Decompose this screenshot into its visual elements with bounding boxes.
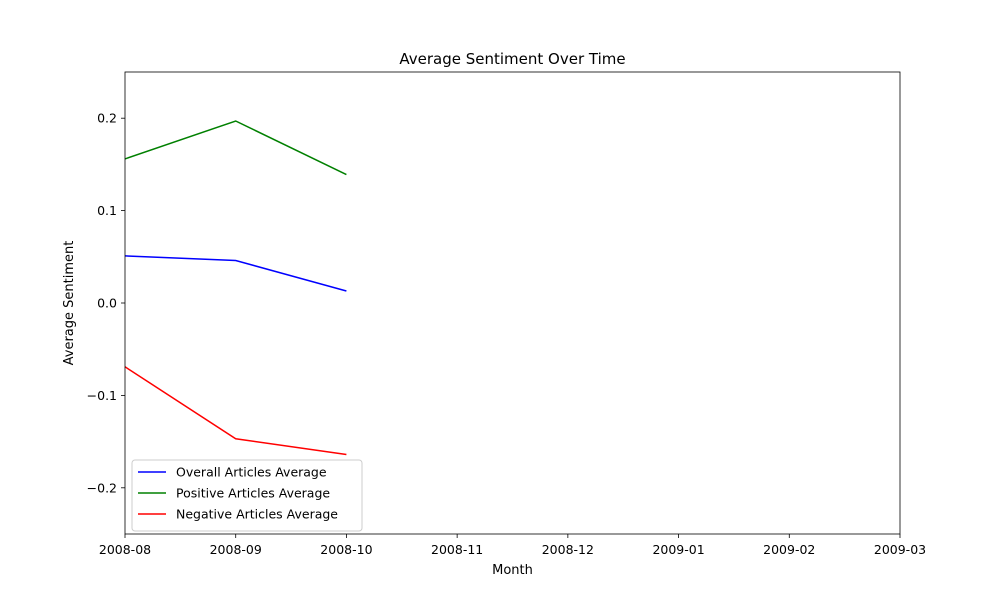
legend-label-2: Negative Articles Average bbox=[176, 507, 338, 522]
x-axis: 2008-08 2008-09 2008-10 2008-11 2008-12 2009-… bbox=[99, 534, 926, 557]
legend-box bbox=[131, 459, 363, 532]
x-tick-label: 2008-11 bbox=[431, 542, 483, 557]
legend: Overall Articles Average Positive Article… bbox=[131, 459, 363, 532]
y-tick-label: 0.0 bbox=[97, 296, 117, 311]
x-tick-label: 2008-09 bbox=[210, 542, 262, 557]
y-tick-label: 0.1 bbox=[97, 203, 117, 218]
x-axis-label: Month bbox=[492, 563, 533, 578]
x-tick-label: 2008-08 bbox=[99, 542, 151, 557]
y-tick-label: −0.2 bbox=[87, 480, 117, 495]
legend-label-1: Positive Articles Average bbox=[176, 486, 330, 501]
y-tick-label: −0.1 bbox=[87, 388, 117, 403]
x-tick-label: 2008-12 bbox=[542, 542, 594, 557]
y-tick-label: 0.2 bbox=[97, 111, 117, 126]
y-axis-label: Average Sentiment bbox=[62, 241, 77, 366]
chart-title: Average Sentiment Over Time bbox=[399, 50, 625, 68]
y-axis: 0.2 0.1 0.0 −0.1 −0.2 bbox=[87, 111, 125, 495]
x-tick-label: 2008-10 bbox=[320, 542, 372, 557]
x-tick-label: 2009-03 bbox=[874, 542, 926, 557]
series-line-2 bbox=[124, 366, 347, 456]
series-line-0 bbox=[124, 255, 347, 292]
series-line-1 bbox=[124, 120, 347, 176]
x-tick-label: 2009-02 bbox=[763, 542, 815, 557]
legend-label-0: Overall Articles Average bbox=[176, 465, 327, 480]
x-tick-label: 2009-01 bbox=[652, 542, 704, 557]
